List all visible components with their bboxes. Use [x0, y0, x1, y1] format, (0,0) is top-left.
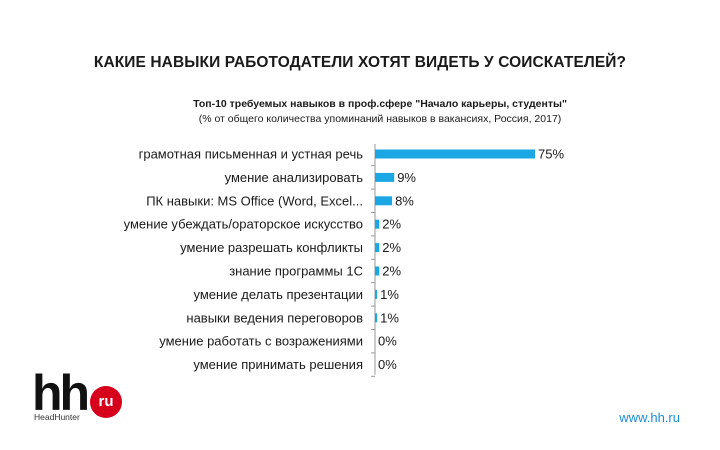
- category-label: знание программы 1С: [229, 264, 363, 279]
- bar: [375, 172, 395, 182]
- category-label: умение делать презентации: [193, 287, 363, 302]
- category-label: умение убеждать/ораторское искусство: [124, 217, 363, 232]
- logo-badge: ru: [90, 386, 122, 418]
- bar: [375, 196, 393, 206]
- category-label: навыки ведения переговоров: [186, 310, 363, 325]
- logo-wordmark: HeadHunter: [34, 412, 80, 422]
- category-label: грамотная письменная и устная речь: [139, 147, 364, 162]
- value-label: 0%: [378, 334, 397, 349]
- bar: [375, 313, 378, 323]
- bar: [375, 149, 535, 159]
- hh-logo: hh ru HeadHunter: [32, 368, 132, 429]
- category-label: умение работать с возражениями: [159, 334, 363, 349]
- value-label: 2%: [382, 217, 401, 232]
- value-label: 2%: [382, 240, 401, 255]
- category-label: умение принимать решения: [193, 357, 363, 372]
- category-label: умение анализировать: [225, 170, 364, 185]
- category-label: ПК навыки: MS Office (Word, Excel...: [146, 193, 363, 208]
- value-label: 8%: [395, 193, 414, 208]
- chart-subtitle: (% от общего количества упоминаний навык…: [198, 113, 562, 125]
- value-label: 9%: [397, 170, 416, 185]
- value-label: 1%: [380, 310, 399, 325]
- value-label: 0%: [378, 357, 397, 372]
- chart-title: Топ-10 требуемых навыков в проф.сфере "Н…: [193, 98, 567, 110]
- logo-mark: hh: [32, 365, 90, 421]
- category-label: умение разрешать конфликты: [180, 240, 363, 255]
- bar: [375, 243, 380, 253]
- value-label: 75%: [538, 147, 564, 162]
- bar: [375, 266, 380, 276]
- bar: [375, 289, 378, 299]
- page-title: КАКИЕ НАВЫКИ РАБОТОДАТЕЛИ ХОТЯТ ВИДЕТЬ У…: [93, 54, 627, 71]
- bar: [375, 219, 380, 229]
- website-link[interactable]: www.hh.ru: [619, 410, 680, 425]
- value-label: 1%: [380, 287, 399, 302]
- value-label: 2%: [382, 264, 401, 279]
